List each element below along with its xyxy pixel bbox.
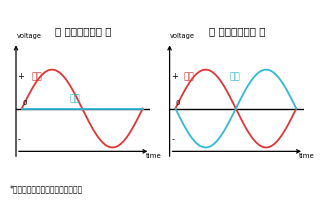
Title: 【 耳機單端接法 】: 【 耳機單端接法 】 <box>55 26 111 36</box>
Text: 正極: 正極 <box>183 72 194 81</box>
Text: voltage: voltage <box>16 33 41 39</box>
Text: -: - <box>18 135 20 144</box>
Text: 正極: 正極 <box>31 72 42 81</box>
Text: time: time <box>146 153 161 159</box>
Text: -: - <box>171 135 174 144</box>
Text: *以上正負極波形皆為以地為參考點: *以上正負極波形皆為以地為參考點 <box>10 184 83 193</box>
Text: +: + <box>18 72 24 81</box>
Text: 負極: 負極 <box>70 95 81 104</box>
Title: 【 耳機平衡接法 】: 【 耳機平衡接法 】 <box>209 26 265 36</box>
Text: voltage: voltage <box>170 33 195 39</box>
Text: time: time <box>299 153 315 159</box>
Text: 0: 0 <box>176 100 180 106</box>
Text: 負極: 負極 <box>229 72 240 81</box>
Text: +: + <box>171 72 178 81</box>
Text: 0: 0 <box>22 100 27 106</box>
